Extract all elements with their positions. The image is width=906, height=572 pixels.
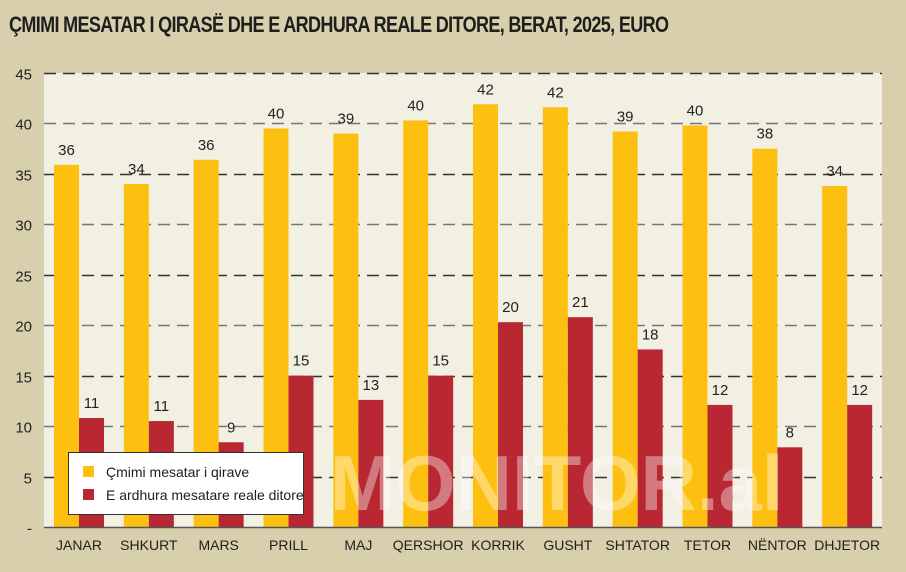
data-label: 18: [642, 326, 659, 343]
y-tick-label: 10: [15, 420, 32, 437]
y-tick-label: 15: [15, 370, 32, 387]
x-tick-label: DHJETOR: [814, 537, 880, 553]
x-tick-label: SHKURT: [120, 537, 178, 553]
data-label: 21: [572, 294, 589, 311]
x-tick-label: MAJ: [344, 537, 372, 553]
y-tick-label: 5: [24, 471, 32, 488]
data-label: 36: [198, 137, 215, 154]
data-label: 40: [687, 102, 704, 119]
bar-rent: [473, 104, 498, 527]
data-label: 40: [407, 97, 424, 114]
data-label: 42: [547, 84, 564, 101]
legend-box: [68, 452, 304, 515]
data-label: 40: [268, 105, 285, 122]
y-axis: - 5 10 15 20 25 30 35 40 45: [15, 67, 32, 538]
x-tick-label: KORRIK: [471, 537, 525, 553]
legend-label-rent: Çmimi mesatar i qirave: [106, 464, 249, 480]
data-label: 34: [826, 163, 843, 180]
data-labels: 36 11 34 11 36 9 40 15 39 13 40 15 42 20 42 21 39 18 40 12 3…: [58, 81, 868, 441]
data-label: 42: [477, 81, 494, 98]
y-tick-label: 30: [15, 218, 32, 235]
data-label: 12: [851, 382, 868, 399]
bar-income: [428, 375, 454, 527]
x-tick-label: TETOR: [684, 537, 731, 553]
bar-income: [498, 322, 523, 527]
bar-income: [777, 447, 803, 527]
bar-income: [567, 317, 593, 527]
x-tick-label: PRILL: [269, 537, 308, 553]
x-tick-label: QERSHOR: [393, 537, 464, 553]
bar-income: [358, 399, 384, 527]
x-tick-label: GUSHT: [543, 537, 592, 553]
y-tick-label: 40: [15, 117, 32, 134]
bar-income: [847, 404, 873, 527]
legend-label-income: E ardhura mesatare reale ditore: [106, 487, 304, 503]
data-label: 34: [128, 161, 145, 178]
legend-swatch-income: [83, 489, 94, 500]
bar-rent: [403, 120, 429, 527]
data-label: 38: [756, 126, 773, 143]
x-tick-label: JANAR: [56, 537, 102, 553]
data-label: 11: [84, 395, 100, 412]
y-tick-label: 35: [15, 168, 32, 185]
bar-rent: [333, 133, 359, 528]
y-tick-label: 45: [15, 67, 32, 84]
y-tick-label: 25: [15, 269, 32, 286]
data-label: 11: [154, 398, 170, 415]
x-tick-label: NËNTOR: [748, 537, 807, 553]
legend: Çmimi mesatar i qirave E ardhura mesatar…: [68, 452, 304, 515]
chart-title: ÇMIMI MESATAR I QIRASË DHE E ARDHURA REA…: [9, 12, 669, 37]
data-label: 15: [293, 353, 310, 370]
plot-area: [44, 73, 882, 527]
data-label: 36: [58, 142, 75, 159]
watermark: MONITOR.al: [330, 439, 784, 527]
data-label: 20: [502, 299, 519, 316]
data-label: 39: [337, 111, 354, 128]
bar-rent: [612, 131, 638, 527]
legend-swatch-rent: [83, 466, 94, 477]
y-tick-label: -: [27, 521, 32, 538]
x-tick-label: SHTATOR: [605, 537, 670, 553]
bar-rent: [752, 148, 778, 527]
data-label: 12: [712, 382, 729, 399]
bar-rent: [822, 185, 848, 528]
bar-rent: [682, 125, 708, 527]
bar-income: [637, 349, 663, 527]
x-axis: JANAR SHKURT MARS PRILL MAJ QERSHOR KORRIK GUSH…: [56, 537, 880, 553]
data-label: 15: [432, 353, 449, 370]
x-tick-label: MARS: [198, 537, 238, 553]
bar-income: [707, 404, 733, 527]
data-label: 39: [617, 109, 634, 126]
bar-rent: [542, 107, 568, 528]
data-label: 13: [362, 377, 379, 394]
data-label: 9: [227, 419, 235, 436]
y-tick-label: 20: [15, 319, 32, 336]
data-label: 8: [786, 424, 794, 441]
